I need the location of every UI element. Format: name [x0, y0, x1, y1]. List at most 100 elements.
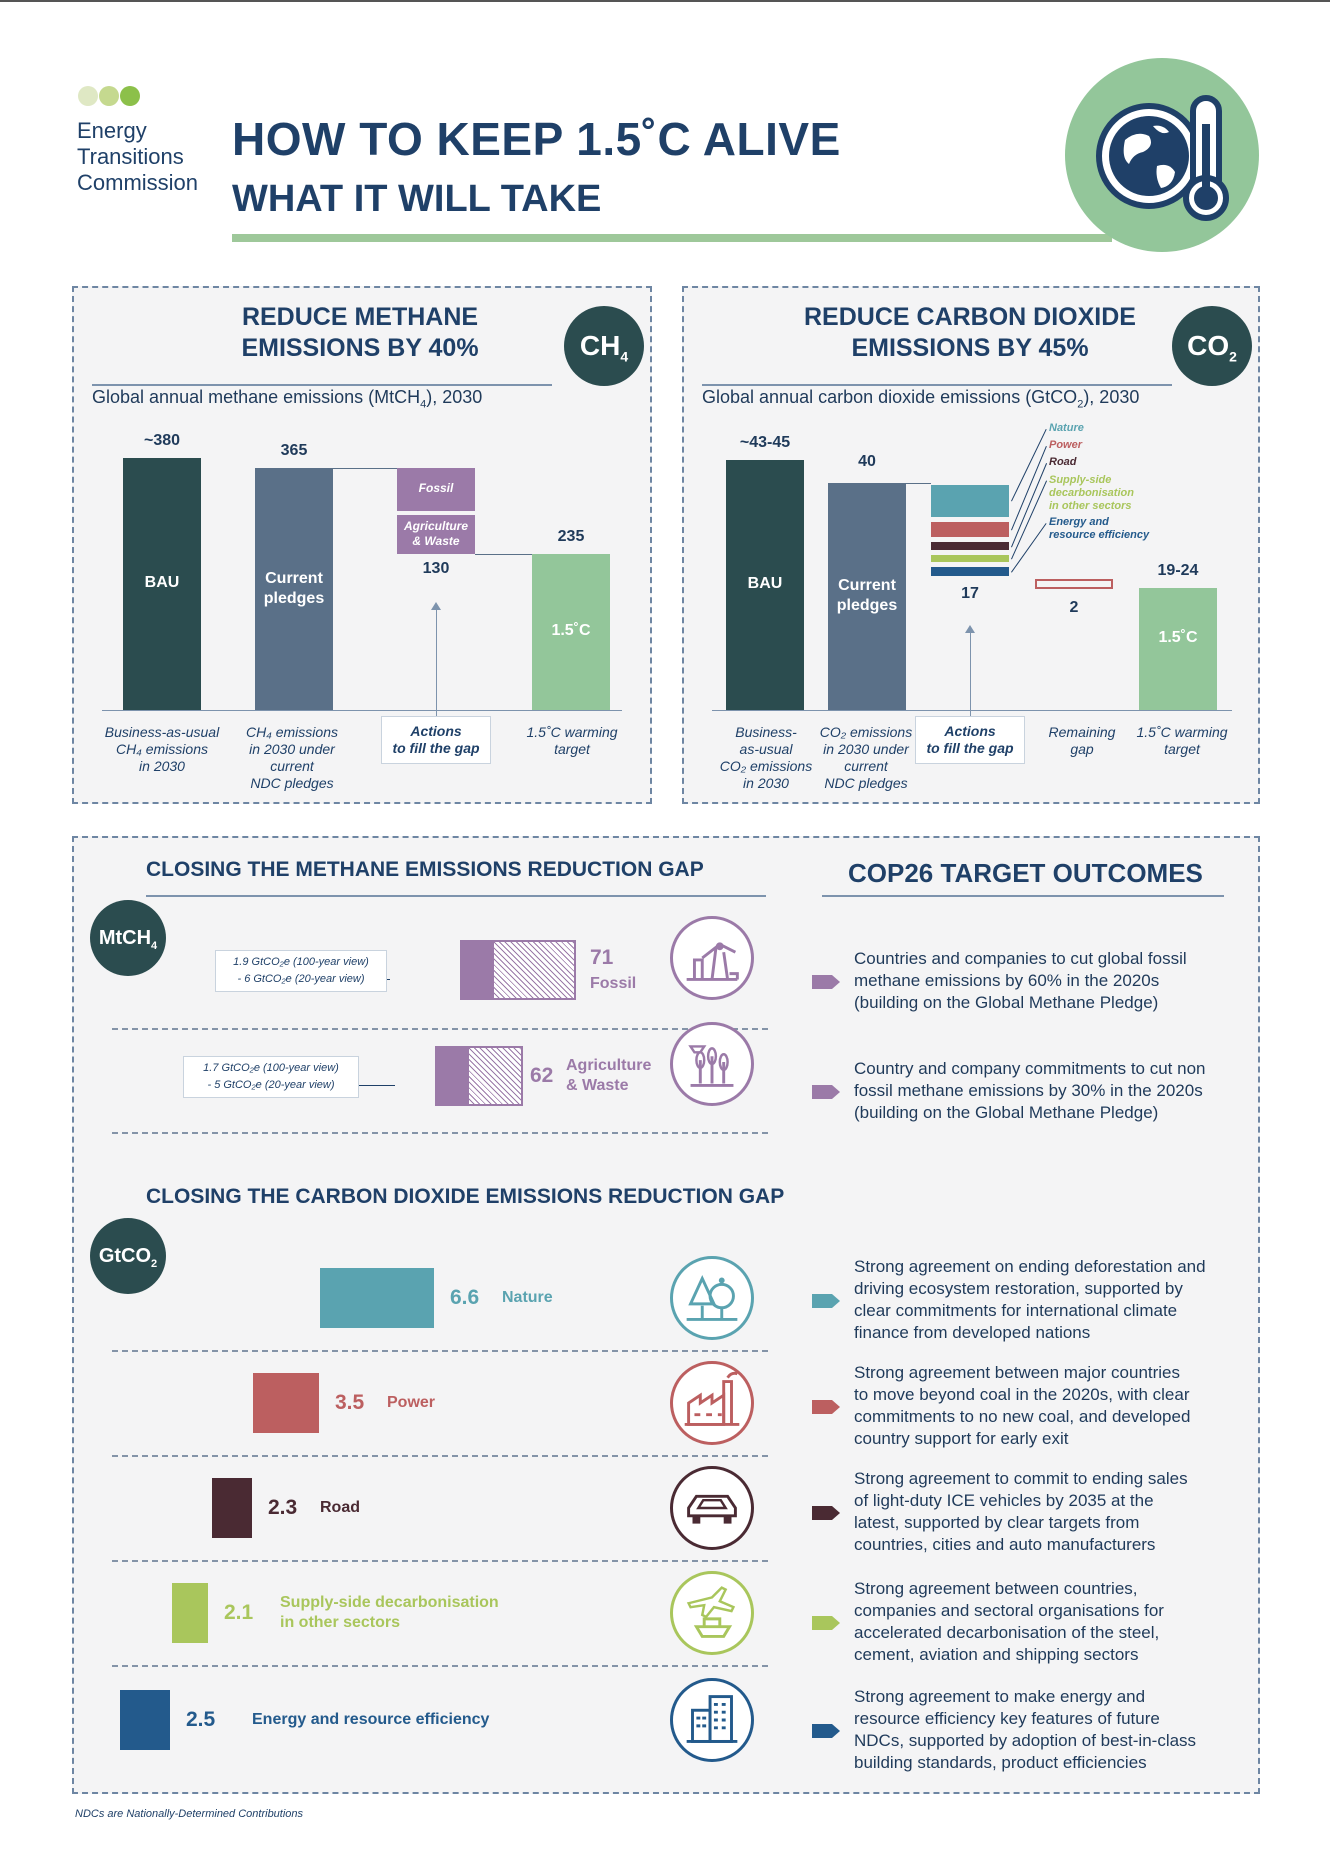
- badge-text: CH: [579, 330, 621, 361]
- caption-line: target: [554, 741, 590, 757]
- co2-chart-subtitle: Global annual carbon dioxide emissions (…: [702, 387, 1139, 411]
- outcome-text: Strong agreement between countries, compa…: [854, 1578, 1244, 1666]
- pointer-line: [436, 608, 437, 726]
- badge-subscript: 2: [151, 1258, 158, 1270]
- note-line: 1.7 GtCO₂e (100-year view): [203, 1062, 339, 1074]
- subtitle-subscript: 4: [420, 398, 427, 411]
- title-underline: [232, 234, 1112, 242]
- co2-badge: CO2: [1172, 306, 1252, 386]
- co2-bar: [253, 1373, 319, 1433]
- title-line: EMISSIONS BY 40%: [241, 334, 479, 362]
- methane-name: Agriculture & Waste: [566, 1056, 651, 1096]
- name-line: Power: [387, 1394, 436, 1411]
- fossil-segment: [397, 467, 475, 512]
- co2-name: Power: [387, 1393, 435, 1413]
- bar-caption: Remaining gap: [1022, 724, 1142, 758]
- bar-value-label: 235: [557, 528, 585, 546]
- outcome-line: latest, supported by clear targets from: [854, 1513, 1140, 1532]
- actions-box-line: to fill the gap: [392, 740, 480, 756]
- name-line: in other sectors: [280, 1614, 401, 1631]
- org-name-line: Commission: [77, 170, 199, 195]
- outcome-line: Strong agreement to make energy and: [854, 1687, 1146, 1706]
- caption-line: CH₄ emissions: [246, 724, 338, 740]
- caption-line: in 2030 under: [249, 741, 335, 757]
- actions-box-line: Actions: [944, 723, 996, 739]
- row-divider: [112, 1132, 768, 1134]
- caption-line: gap: [1070, 741, 1094, 757]
- org-name: Energy Transitions Commission: [77, 118, 198, 196]
- methane-chart-subtitle: Global annual methane emissions (MtCH4),…: [92, 387, 482, 411]
- outcome-arrow-icon: [812, 1616, 840, 1630]
- footnote: NDCs are Nationally-Determined Contribut…: [75, 1808, 304, 1820]
- bar-value-label: 19-24: [1157, 561, 1199, 579]
- power-segment: [931, 522, 1009, 538]
- legend-line: Supply-side: [1049, 474, 1112, 486]
- outcome-arrow-icon: [812, 1400, 840, 1414]
- outcome-line: countries, cities and auto manufacturers: [854, 1535, 1156, 1554]
- methane-bar-solid: [435, 1046, 467, 1106]
- legend-line: Energy and: [1049, 516, 1109, 528]
- co2-title-rule: [702, 384, 1172, 386]
- emissions-note: 1.9 GtCO₂e (100-year view) - 6 GtCO₂e (20…: [215, 950, 387, 992]
- legend-line: Nature: [1049, 422, 1084, 434]
- outcome-line: commitments to no new coal, and develope…: [854, 1407, 1191, 1426]
- bar-caption: Business-as-usual CH₄ emissions in 2030: [92, 724, 232, 775]
- subtitle-text: ), 2030: [426, 387, 483, 407]
- cop26-title: COP26 TARGET OUTCOMES: [848, 858, 1203, 888]
- outcome-line: cement, aviation and shipping sectors: [854, 1645, 1139, 1664]
- badge-subscript: 2: [1229, 348, 1237, 365]
- bar-label: Current pledges: [255, 569, 333, 609]
- name-line: Nature: [502, 1289, 553, 1306]
- org-name-line: Energy: [77, 118, 147, 143]
- agriculture-icon: [670, 1022, 754, 1106]
- badge-text: GtCO: [98, 1245, 152, 1267]
- outcome-text: Strong agreement on ending deforestation…: [854, 1256, 1244, 1344]
- row-divider: [112, 1350, 768, 1352]
- co2-bar: [172, 1583, 208, 1643]
- outcome-text: Countries and companies to cut global fo…: [854, 948, 1244, 1014]
- co2-name: Supply-side decarbonisation in other sect…: [280, 1593, 499, 1633]
- bar-caption: CH₄ emissions in 2030 under current NDC ple…: [232, 724, 352, 792]
- outcome-arrow-icon: [812, 975, 840, 989]
- legend-line: Power: [1049, 439, 1083, 451]
- cop26-title-rule: [822, 895, 1224, 897]
- org-name-line: Transitions: [77, 144, 184, 169]
- outcome-text: Strong agreement to make energy and resou…: [854, 1686, 1244, 1774]
- ch4-badge: CH4: [564, 306, 644, 386]
- caption-line: Business-: [735, 724, 797, 740]
- co2-bar: [212, 1478, 252, 1538]
- caption-line: as-usual: [739, 741, 793, 757]
- badge-subscript: 4: [620, 348, 629, 365]
- caption-line: NDC pledges: [250, 775, 334, 791]
- bar-caption: 1.5˚C warming target: [512, 724, 632, 758]
- methane-panel-title: REDUCE METHANE EMISSIONS BY 40%: [160, 302, 560, 364]
- agriculture-segment: [397, 515, 475, 555]
- bar-caption: CO₂ emissions in 2030 under current NDC ple…: [806, 724, 926, 792]
- subtitle-text: ), 2030: [1083, 387, 1140, 407]
- legend-label: Energy and resource efficiency: [1049, 516, 1219, 542]
- forest-icon: [670, 1256, 754, 1340]
- remaining-gap-bar: [1035, 579, 1113, 589]
- outcome-arrow-icon: [812, 1724, 840, 1738]
- subtitle-text: Global annual carbon dioxide emissions (…: [702, 387, 1078, 407]
- outcome-arrow-icon: [812, 1294, 840, 1308]
- outcome-line: fossil methane emissions by 30% in the 2…: [854, 1081, 1203, 1100]
- co2-value: 2.1: [224, 1601, 254, 1624]
- actions-box: Actions to fill the gap: [915, 716, 1025, 764]
- methane-value: 71: [590, 946, 614, 969]
- car-icon: [670, 1466, 754, 1550]
- energy-segment: [931, 567, 1009, 577]
- nature-segment: [931, 484, 1009, 518]
- legend-line: decarbonisation: [1049, 487, 1134, 499]
- caption-line: current: [270, 758, 314, 774]
- building-icon: [670, 1678, 754, 1762]
- pledges-bar: [828, 482, 906, 710]
- outcome-line: clear commitments for international clim…: [854, 1301, 1178, 1320]
- segment-label-line: Agriculture: [403, 518, 468, 533]
- bar-caption: Business-as-usual CO₂ emissions in 2030: [706, 724, 826, 792]
- pointer-line: [970, 631, 971, 726]
- bar-label: 1.5˚C: [551, 622, 591, 640]
- bar-value-label: 365: [280, 441, 308, 459]
- co2-name: Nature: [502, 1288, 553, 1308]
- outcome-text: Country and company commitments to cut n…: [854, 1058, 1244, 1124]
